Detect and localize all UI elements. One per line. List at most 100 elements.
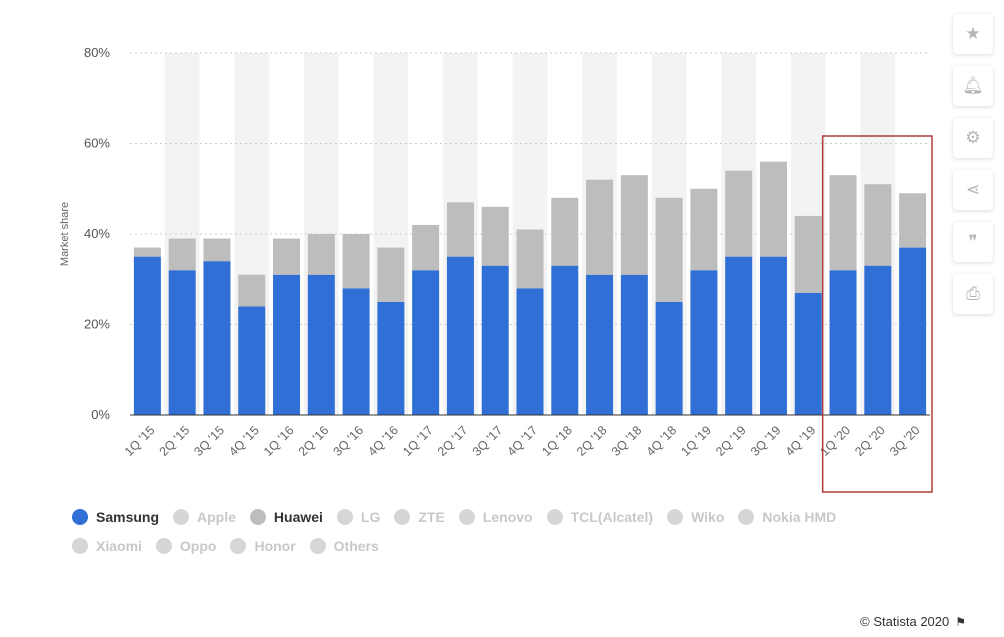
print-icon: ⎙ (966, 284, 980, 303)
legend-label: Honor (254, 538, 296, 554)
x-tick-label: 1Q '17 (400, 423, 436, 459)
y-tick-label: 80% (84, 45, 110, 60)
legend-marker (546, 509, 563, 525)
legend-label: Samsung (96, 509, 160, 525)
bar-huawei (620, 175, 648, 275)
bar-samsung (446, 256, 474, 415)
legend-item-wiko[interactable]: Wiko (667, 509, 724, 525)
legend-label: Wiko (691, 509, 725, 525)
bar-huawei (829, 175, 857, 271)
bar-samsung (586, 274, 614, 415)
bell-button[interactable]: 🔔︎ (953, 66, 993, 106)
legend-item-zte[interactable]: ZTE (394, 509, 445, 525)
x-tick-label: 3Q '19 (748, 423, 784, 459)
bar-samsung (794, 292, 822, 415)
legend-marker (458, 509, 475, 525)
footer: © Statista 2020 ⚑ (860, 614, 966, 629)
bar-samsung (551, 265, 579, 415)
y-tick-label: 20% (84, 317, 110, 332)
legend-item-oppo[interactable]: Oppo (155, 538, 216, 554)
bar-huawei (725, 170, 753, 257)
legend-item-xiaomi[interactable]: Xiaomi (72, 538, 142, 554)
bell-icon: 🔔︎ (962, 76, 984, 95)
gear-button[interactable]: ⚙ (953, 118, 993, 158)
bar-huawei (794, 215, 822, 293)
gear-icon: ⚙ (965, 128, 981, 147)
bar-huawei (446, 202, 474, 257)
legend-label: TCL(Alcatel) (570, 509, 654, 525)
legend-label: ZTE (418, 509, 445, 525)
bar-samsung (864, 265, 892, 415)
x-tick-label: 4Q '16 (365, 423, 401, 459)
bar-huawei (342, 234, 370, 289)
legend-label: Huawei (273, 509, 323, 525)
bar-samsung (516, 288, 544, 415)
bar-samsung (690, 270, 718, 415)
flag-icon[interactable]: ⚑ (955, 614, 966, 629)
bar-samsung (307, 274, 335, 415)
bar-huawei (481, 206, 509, 266)
x-tick-label: 2Q '17 (435, 423, 471, 459)
bar-samsung (342, 288, 370, 415)
x-tick-label: 2Q '19 (713, 423, 749, 459)
legend-label: Apple (197, 509, 236, 525)
statista-credit: © Statista 2020 (860, 614, 950, 629)
y-tick-label: 0% (91, 407, 110, 422)
x-tick-label: 2Q '18 (574, 423, 610, 459)
legend-item-apple[interactable]: Apple (173, 509, 236, 525)
x-tick-label: 4Q '18 (644, 423, 680, 459)
legend-item-samsung[interactable]: Samsung (72, 509, 159, 525)
bar-samsung (829, 270, 857, 415)
bar-samsung (377, 301, 405, 415)
legend-marker (173, 509, 190, 525)
x-tick-label: 4Q '15 (226, 423, 262, 459)
bar-samsung (899, 247, 927, 415)
bar-samsung (203, 261, 231, 415)
star-button[interactable]: ★ (953, 14, 993, 54)
legend-marker (230, 538, 247, 554)
bar-samsung (759, 256, 787, 415)
bar-huawei (168, 238, 196, 271)
legend-label: Nokia HMD (762, 509, 837, 525)
legend-item-tcl-alcatel-[interactable]: TCL(Alcatel) (546, 509, 654, 525)
bar-samsung (133, 256, 161, 415)
bar-huawei (655, 197, 683, 302)
bar-samsung (168, 270, 196, 415)
legend-item-honor[interactable]: Honor (230, 538, 296, 554)
legend-marker (667, 509, 684, 525)
x-tick-label: 1Q '18 (539, 423, 575, 459)
legend-marker (738, 509, 755, 525)
star-icon: ★ (965, 24, 981, 43)
bar-huawei (203, 238, 231, 262)
bar-huawei (307, 234, 335, 275)
legend-item-lenovo[interactable]: Lenovo (458, 509, 533, 525)
bar-huawei (690, 188, 718, 271)
y-axis-title: Market share (59, 202, 71, 266)
bar-samsung (620, 274, 648, 415)
x-tick-label: 1Q '19 (678, 423, 714, 459)
x-tick-label: 3Q '17 (470, 423, 506, 459)
x-tick-label: 2Q '15 (157, 423, 193, 459)
legend-marker (394, 509, 411, 525)
bar-samsung (412, 270, 440, 415)
print-button[interactable]: ⎙ (953, 274, 993, 314)
legend-marker (309, 538, 326, 554)
legend-item-others[interactable]: Others (309, 538, 379, 554)
legend-marker (249, 509, 266, 525)
x-tick-label: 4Q '17 (504, 423, 540, 459)
legend-item-nokia-hmd[interactable]: Nokia HMD (738, 509, 836, 525)
x-tick-label: 1Q '16 (261, 423, 297, 459)
bar-huawei (238, 274, 266, 307)
share-button[interactable]: ⋖ (953, 170, 993, 210)
bar-huawei (516, 229, 544, 289)
quote-button[interactable]: ❞ (953, 222, 993, 262)
share-icon: ⋖ (965, 180, 981, 199)
bar-samsung (273, 274, 301, 415)
legend-label: LG (360, 509, 381, 525)
x-tick-label: 3Q '18 (609, 423, 645, 459)
legend-item-lg[interactable]: LG (336, 509, 381, 525)
quote-icon: ❞ (968, 232, 978, 251)
legend-item-huawei[interactable]: Huawei (249, 509, 323, 525)
bar-samsung (238, 306, 266, 415)
